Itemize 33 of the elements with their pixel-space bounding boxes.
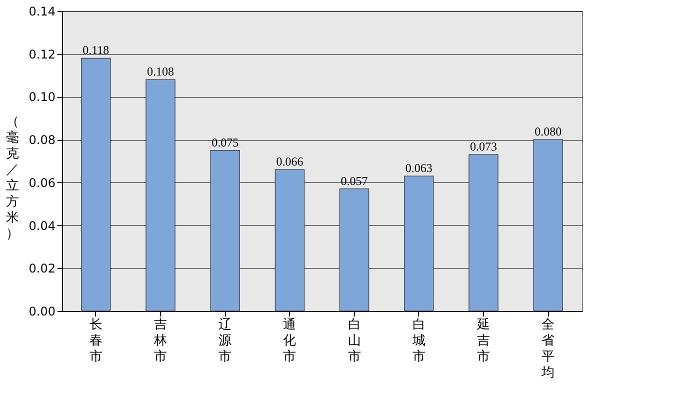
bar: [146, 79, 176, 312]
y-tick-label: 0.14: [28, 4, 56, 18]
y-tick-label: 0.12: [28, 47, 56, 62]
y-tick-label: 0.04: [28, 218, 56, 233]
y-tick-label: 0.00: [28, 304, 56, 318]
data-label: 0.080: [534, 124, 562, 139]
data-label: 0.063: [405, 161, 432, 175]
x-tick-label: 长春市: [89, 318, 102, 364]
x-tick-label: 吉林市: [153, 318, 168, 364]
bar: [81, 58, 111, 312]
bar: [274, 169, 305, 312]
y-axis-title: （毫克／立方米）: [6, 114, 19, 242]
x-tick-label: 延吉市: [476, 318, 490, 364]
y-tick-label: 0.06: [28, 176, 56, 190]
data-label: 0.118: [82, 43, 110, 58]
data-label: 0.066: [276, 154, 304, 169]
x-tick-label: 通化市: [283, 318, 296, 364]
data-label: 0.073: [470, 140, 497, 154]
x-tick-label: 全省平均: [540, 318, 555, 380]
y-tick-label: 0.08: [28, 133, 56, 148]
bar: [339, 188, 370, 312]
bar: [533, 139, 563, 312]
bar: [468, 154, 498, 312]
data-label: 0.108: [147, 64, 174, 79]
y-tick-label: 0.02: [28, 262, 56, 276]
bar: [210, 150, 240, 312]
x-tick-label: 白山市: [348, 318, 361, 364]
data-label: 0.075: [212, 135, 239, 150]
data-label: 0.057: [340, 174, 368, 188]
y-tick-label: 0.10: [28, 90, 56, 104]
x-tick-label: 辽源市: [218, 318, 232, 364]
bar: [404, 176, 434, 312]
x-tick-label: 白城市: [411, 318, 426, 364]
